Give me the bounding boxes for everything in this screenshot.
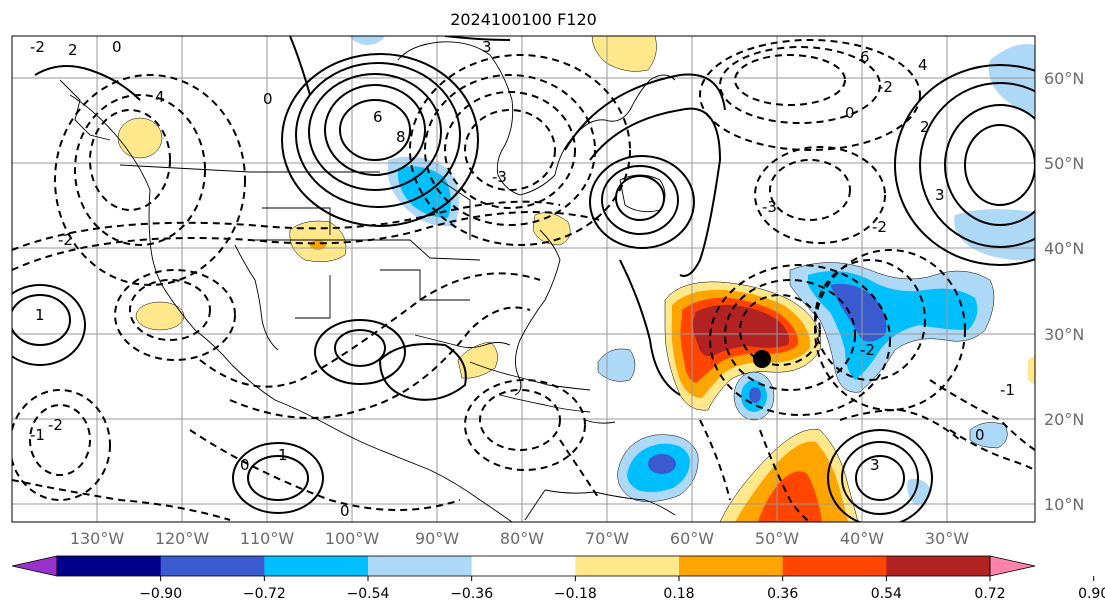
contour-label: 1 (35, 306, 45, 324)
colorbar-extend-low (11, 555, 58, 577)
contour-label: 8 (396, 128, 406, 146)
contour-label: 3 (935, 186, 945, 204)
colorbar-segment (679, 556, 784, 576)
contour-label: 6 (860, 48, 870, 66)
contour-label: -3 (762, 198, 777, 216)
colorbar-extend-high (989, 555, 1036, 577)
contour-label: -2 (30, 38, 45, 56)
colorbar-tick-label: 0.72 (974, 586, 1005, 602)
colorbar-tick-label: −0.90 (139, 586, 182, 602)
lon-label: 40°W (840, 529, 884, 548)
lon-label: 130°W (70, 529, 125, 548)
latitude-labels: 60°N 50°N 40°N 30°N 20°N 10°N (1044, 69, 1084, 514)
lon-label: 120°W (155, 529, 210, 548)
contour-label: 3 (482, 38, 492, 56)
storm-center-marker (753, 350, 771, 368)
contour-label: 1 (278, 446, 288, 464)
lon-label: 70°W (585, 529, 629, 548)
colorbar-tick-label: −0.54 (347, 586, 390, 602)
colorbar-segment (471, 556, 576, 576)
contour-label: -2 (878, 78, 893, 96)
lat-label: 40°N (1044, 239, 1084, 258)
lon-label: 110°W (240, 529, 295, 548)
contour-label: 3 (870, 456, 880, 474)
contour-label: 0 (340, 502, 350, 520)
graticule (12, 36, 1035, 522)
contours (12, 36, 1035, 522)
lon-label: 60°W (670, 529, 714, 548)
plot-frame (11, 35, 1036, 523)
colorbar-segment (264, 556, 369, 576)
colorbar-tick-label: 0.36 (767, 586, 798, 602)
colorbar-segment (886, 556, 991, 576)
contour-label: 6 (373, 108, 383, 126)
colorbar-tick-label: 0.18 (663, 586, 694, 602)
lon-label: 90°W (415, 529, 459, 548)
lon-label: 30°W (925, 529, 969, 548)
contour-label: -1 (1000, 381, 1015, 399)
lat-label: 10°N (1044, 495, 1084, 514)
longitude-labels: 130°W 120°W 110°W 100°W 90°W 80°W 70°W 6… (70, 529, 969, 548)
lon-label: 50°W (755, 529, 799, 548)
contour-label: 0 (112, 38, 122, 56)
contour-label: 0 (240, 456, 250, 474)
contour-labels: -2 2 0 3 4 6 8 -2 -3 0 -3 -2 6 4 3 -2 2 … (30, 38, 1015, 520)
anomaly-fills (117, 36, 1035, 522)
colorbar-tick-label: 0.54 (871, 586, 902, 602)
contour-label: -2 (48, 416, 63, 434)
colorbar-segment (575, 556, 680, 576)
dashed-contours (12, 39, 1035, 522)
lat-label: 20°N (1044, 410, 1084, 429)
lat-label: 30°N (1044, 325, 1084, 344)
contour-label: -2 (872, 218, 887, 236)
colorbar-segment (57, 556, 162, 576)
contour-label: 2 (920, 118, 930, 136)
contour-label: 2 (68, 41, 78, 59)
lat-label: 60°N (1044, 69, 1084, 88)
contour-label: -2 (860, 341, 875, 359)
colorbar-tick-label: 0.90 (1078, 586, 1105, 602)
contour-label: 4 (155, 88, 165, 106)
contour-label: 0 (845, 104, 855, 122)
colorbar-segment (782, 556, 887, 576)
contour-label: -1 (30, 426, 45, 444)
lat-label: 50°N (1044, 154, 1084, 173)
contour-label: -2 (58, 231, 73, 249)
coastlines (59, 41, 676, 522)
lon-label: 100°W (325, 529, 380, 548)
colorbar-tick-label: −0.72 (243, 586, 286, 602)
colorbar-tick-label: −0.36 (450, 586, 493, 602)
contour-label: 0 (975, 426, 985, 444)
colorbar: −0.90 −0.72 −0.54 −0.36 −0.18 0.18 0.36 0.54 0.7… (11, 555, 1105, 602)
contour-label: 4 (918, 56, 928, 74)
contour-label: -3 (492, 168, 507, 186)
contour-label: 0 (263, 90, 273, 108)
colorbar-segment (368, 556, 473, 576)
map-title: 2024100100 F120 (450, 10, 597, 29)
colorbar-frame (56, 555, 991, 577)
colorbar-segment (160, 556, 265, 576)
colorbar-tick-label: −0.18 (554, 586, 597, 602)
lon-label: 80°W (500, 529, 544, 548)
